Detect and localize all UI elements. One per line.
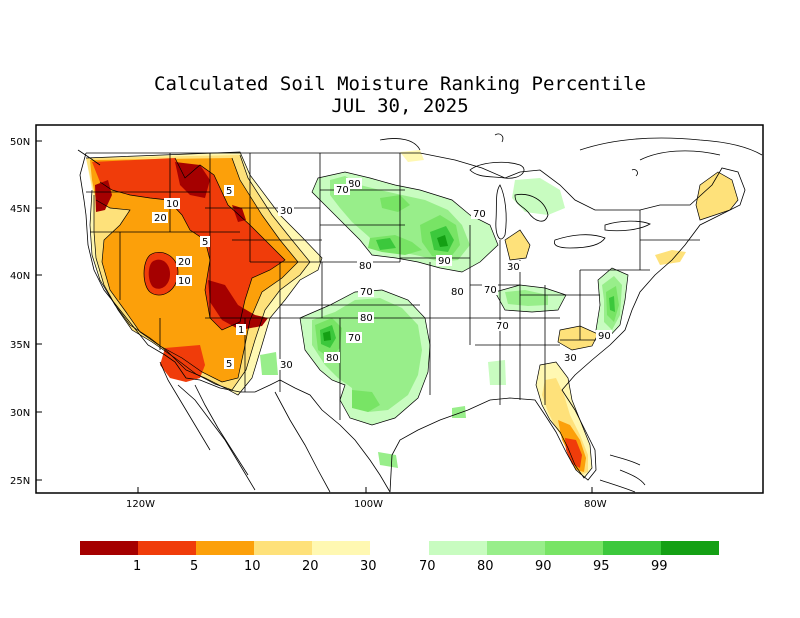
contour-label: 30 [564, 353, 577, 364]
legend-label-95: 95 [593, 559, 610, 574]
contour-label: 5 [202, 237, 208, 248]
axis-ticks [36, 140, 593, 493]
contour-label: 20 [178, 257, 191, 268]
legend-swatch-dry [312, 541, 370, 555]
contour-label: 90 [598, 331, 611, 342]
contour-label: 10 [178, 276, 191, 287]
contour-lines [85, 151, 739, 479]
shading-80pct-indiana [505, 290, 548, 306]
legend-swatch-wet [429, 541, 487, 555]
lat-tick-label: 40N [10, 271, 30, 282]
legend-label-90: 90 [535, 559, 552, 574]
lat-tick-label: 50N [10, 137, 30, 148]
legend-labels: 1 5 10 20 30 70 80 90 95 99 [133, 559, 668, 574]
legend-label-10: 10 [244, 559, 261, 574]
legend-swatch-dry [80, 541, 138, 555]
contour-label: 30 [507, 262, 520, 273]
lat-tick-label: 30N [10, 408, 30, 419]
map-title: Calculated Soil Moisture Ranking Percent… [154, 73, 646, 95]
shading-20pct-newyork [655, 250, 686, 265]
lon-tick-label: 80W [584, 499, 607, 510]
legend-swatch-wet [603, 541, 661, 555]
shading-70pct-wisconsin [512, 178, 565, 215]
legend-label-20: 20 [302, 559, 319, 574]
legend-label-30: 30 [360, 559, 377, 574]
contour-label: 5 [226, 186, 232, 197]
contour-label: 70 [484, 285, 497, 296]
color-legend [80, 541, 719, 555]
state-boundaries [79, 152, 746, 493]
legend-label-5: 5 [190, 559, 198, 574]
contour-label: 90 [438, 256, 451, 267]
contour-label: 70 [348, 333, 361, 344]
contour-label: 80 [451, 287, 464, 298]
legend-swatch-dry [138, 541, 196, 555]
legend-swatch-wet [661, 541, 719, 555]
shading-99pct-iowa [437, 235, 448, 247]
contour-label: 20 [154, 213, 167, 224]
shading-95pct-minnesota [376, 238, 396, 250]
legend-label-70: 70 [419, 559, 436, 574]
lon-tick-label: 120W [126, 499, 155, 510]
contour-labels: 80 70 5 30 20 10 5 20 10 1 5 80 70 [152, 178, 612, 371]
contour-label: 70 [360, 287, 373, 298]
shading-99pct-colorado [323, 331, 331, 341]
map-date: JUL 30, 2025 [331, 95, 469, 117]
shading-20pct-carolinas [558, 326, 598, 350]
contour-label: 1 [238, 325, 244, 336]
shading-95pct-virginia [609, 296, 615, 312]
contour-label: 80 [326, 353, 339, 364]
shading-20pct-maine [696, 172, 738, 220]
contour-label: 30 [280, 360, 293, 371]
legend-label-99: 99 [651, 559, 668, 574]
legend-label-80: 80 [477, 559, 494, 574]
legend-swatch-dry [196, 541, 254, 555]
legend-swatch-wet [545, 541, 603, 555]
lat-tick-label: 25N [10, 476, 30, 487]
contour-label: 70 [473, 209, 486, 220]
contour-label: 70 [496, 321, 509, 332]
contour-label: 30 [280, 206, 293, 217]
contour-label: 70 [336, 185, 349, 196]
shading-1pct-utah [208, 280, 268, 330]
axis-labels: 50N 45N 40N 35N 30N 25N 120W 100W 80W [10, 137, 607, 510]
contour-label: 80 [359, 261, 372, 272]
shading-70pct-mississippi [488, 360, 506, 385]
contour-label: 80 [360, 313, 373, 324]
shading-1pct-washington [95, 180, 112, 212]
shading-1pct-montana [175, 162, 210, 198]
contour-label: 10 [166, 199, 179, 210]
shading-1pct-nevada [148, 259, 170, 289]
legend-swatch-dry [254, 541, 312, 555]
lat-tick-label: 45N [10, 204, 30, 215]
shading-20pct-michigan [505, 230, 530, 260]
shading-80pct-new-mexico [260, 352, 278, 375]
shading-5pct-florida [565, 438, 582, 468]
lat-tick-label: 35N [10, 340, 30, 351]
shading-5pct-northwest [92, 158, 285, 330]
lon-tick-label: 100W [354, 499, 383, 510]
legend-swatch-wet [487, 541, 545, 555]
contour-label: 80 [348, 179, 361, 190]
wet-shading [260, 172, 628, 468]
coastlines-lakes [77, 133, 763, 493]
shading-90pct-dakota [380, 195, 410, 212]
shading-80pct-texas-coast [378, 452, 398, 468]
shading-80pct-louisiana [452, 406, 466, 418]
shading-90pct-texas [352, 390, 380, 412]
contour-label: 5 [226, 359, 232, 370]
legend-label-1: 1 [133, 559, 141, 574]
